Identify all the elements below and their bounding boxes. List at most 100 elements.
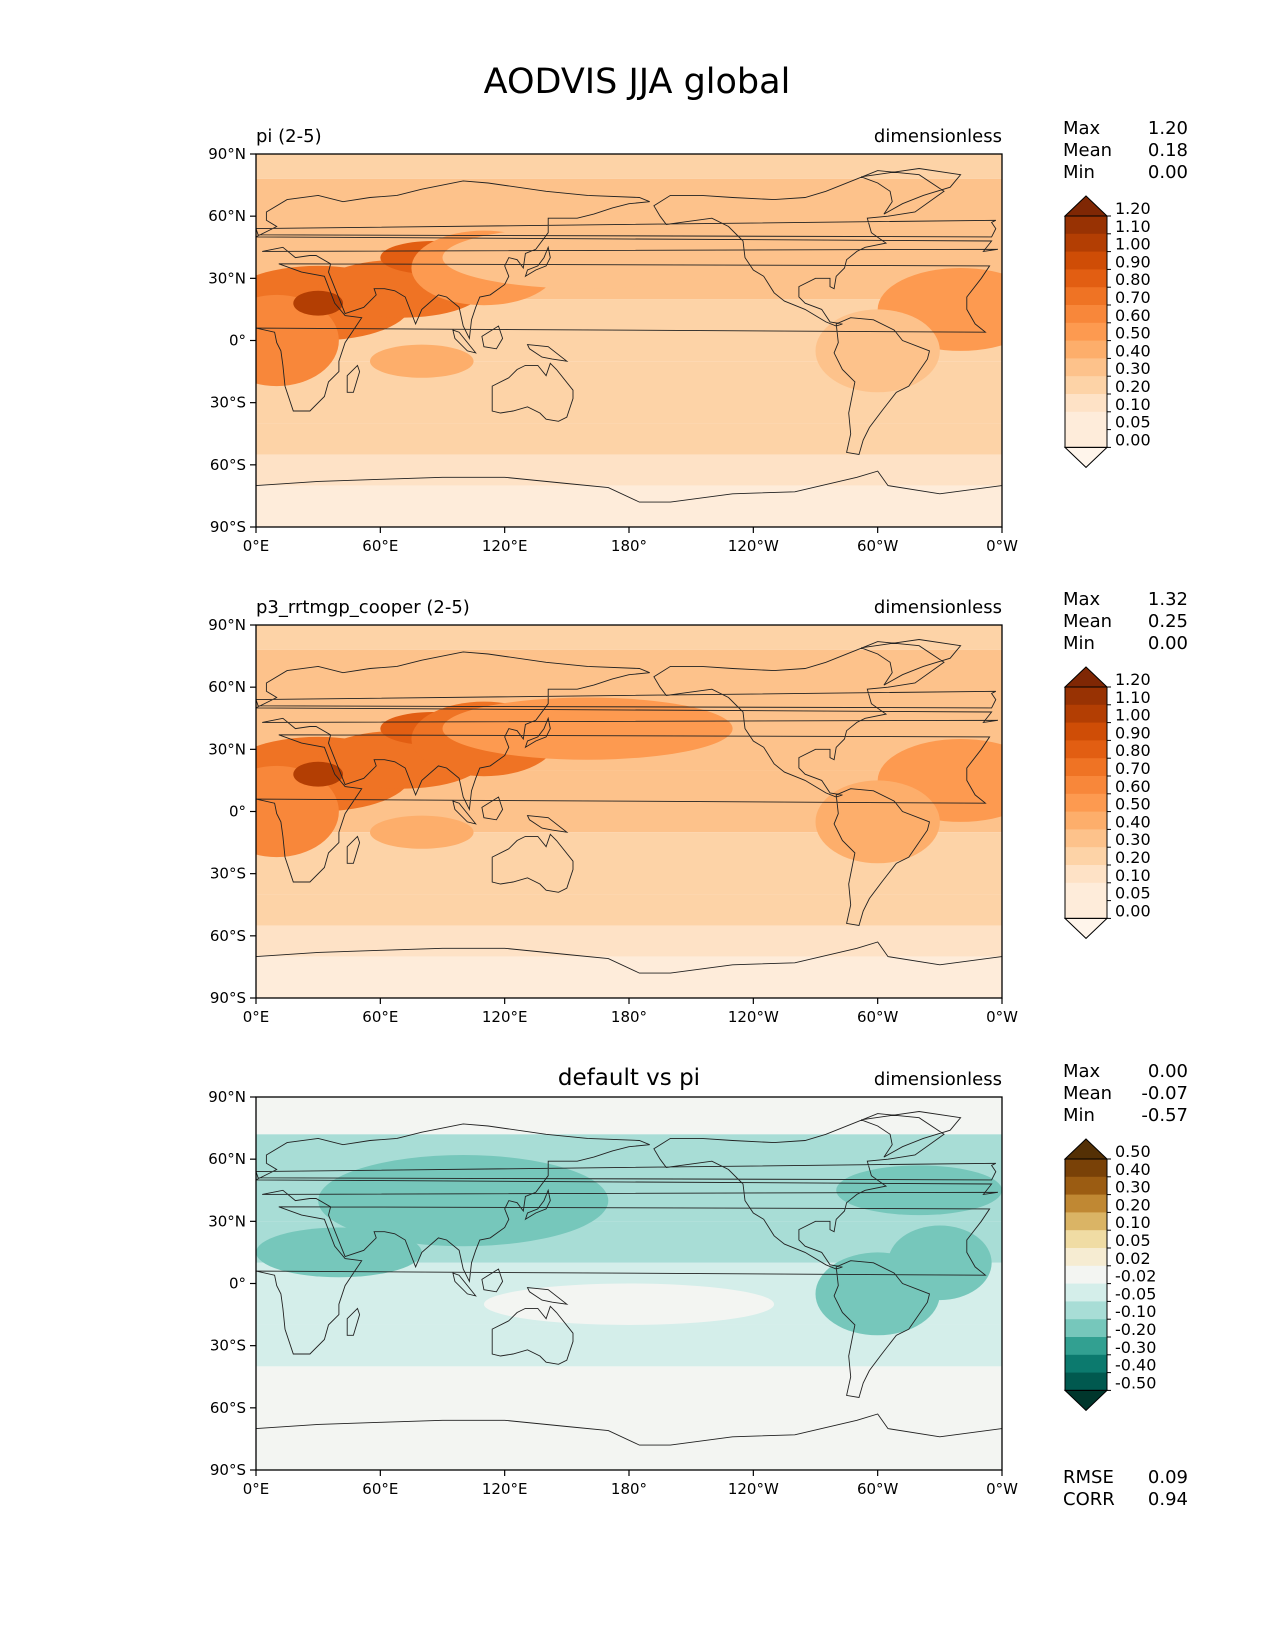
field-patch (256, 294, 339, 387)
colorbar-label: 0.30 (1115, 359, 1151, 378)
stat-label: Max (1063, 1061, 1101, 1082)
field-band (256, 485, 1002, 527)
y-tick-label: 60°S (210, 927, 246, 945)
y-tick-label: 60°S (210, 1399, 246, 1417)
field-patch (369, 344, 474, 378)
colorbar-label: 0.10 (1115, 395, 1151, 414)
field-patch (836, 1165, 1002, 1216)
colorbar-label: 1.00 (1115, 706, 1151, 725)
x-tick-label: 60°W (857, 1480, 899, 1498)
colorbar-frame (1064, 686, 1108, 919)
colorbar-label: 0.05 (1115, 884, 1151, 903)
colorbar-swatch (1065, 1372, 1107, 1391)
colorbar-extend-min (1063, 1389, 1109, 1412)
x-tick-label: 0°W (986, 1480, 1018, 1498)
y-tick-label: 60°N (208, 1150, 246, 1168)
stat-value: -0.07 (1141, 1083, 1188, 1104)
y-tick-label: 30°N (208, 269, 246, 287)
x-tick-label: 0°E (243, 1480, 270, 1498)
footer-stat-label: CORR (1063, 1489, 1115, 1510)
colorbar-label: 1.10 (1115, 217, 1151, 236)
y-tick-label: 90°S (210, 989, 246, 1007)
colorbar-swatch (1065, 865, 1107, 884)
colorbar-label: 0.30 (1115, 830, 1151, 849)
stat-value: 0.25 (1148, 611, 1188, 632)
x-tick-label: 180° (611, 537, 647, 555)
colorbar-swatch (1065, 1159, 1107, 1178)
field-patch (442, 226, 733, 289)
colorbar-label: 0.40 (1115, 1160, 1151, 1179)
stat-value: 0.00 (1148, 1061, 1188, 1082)
stat-label: Mean (1063, 140, 1112, 161)
colorbar-swatch (1065, 1248, 1107, 1267)
colorbar-swatch (1065, 793, 1107, 813)
y-tick-label: 90°N (208, 616, 246, 634)
colorbar-label: 1.20 (1115, 199, 1151, 218)
colorbar-label: 0.05 (1115, 413, 1151, 432)
colorbar-swatch (1065, 322, 1107, 342)
colorbar-label: 0.70 (1115, 759, 1151, 778)
colorbar-extend-min (1063, 446, 1109, 469)
map-panel-1: 0°E 60°E 120°E 180° 120°W 60°W 0°W 90°N 60°N 30°N… (208, 118, 1188, 555)
colorbar-swatch (1065, 216, 1107, 235)
x-tick-label: 120°W (728, 537, 779, 555)
colorbar-swatch (1065, 376, 1107, 395)
y-tick-label: 0° (229, 803, 246, 821)
field-patch (815, 780, 940, 864)
colorbar-label: 0.80 (1115, 270, 1151, 289)
stat-value: 1.20 (1148, 118, 1188, 139)
colorbar-extend-max (1063, 666, 1109, 688)
y-tick-label: 30°S (210, 394, 246, 412)
colorbar-swatch (1065, 269, 1107, 288)
colorbar-swatch (1065, 1212, 1107, 1231)
colorbar-extend-max (1063, 1138, 1109, 1160)
field-band (256, 423, 1002, 455)
colorbar-label: 0.50 (1115, 324, 1151, 343)
coastline (256, 168, 1002, 527)
colorbar-swatch (1065, 1337, 1107, 1356)
panel-units: dimensionless (874, 1069, 1002, 1090)
y-tick-label: 90°N (208, 1088, 246, 1106)
colorbar-swatch (1065, 358, 1107, 377)
field-patch (369, 815, 474, 849)
colorbar-label: 0.60 (1115, 777, 1151, 796)
x-tick-label: 60°E (362, 537, 398, 555)
field-patch (293, 761, 344, 787)
colorbar-swatch (1065, 758, 1107, 777)
colorbar-swatch (1065, 394, 1107, 413)
stat-label: Min (1063, 162, 1095, 183)
colorbar-label: 0.90 (1115, 252, 1151, 271)
coastline (256, 1111, 1002, 1470)
colorbar-swatch (1065, 1194, 1107, 1213)
colorbar-label: 0.80 (1115, 741, 1151, 760)
x-tick-label: 60°W (857, 537, 899, 555)
colorbar-swatch (1065, 722, 1107, 741)
panel-units: dimensionless (874, 597, 1002, 618)
panel-title-center: default vs pi (558, 1065, 700, 1091)
colorbar-swatch (1065, 251, 1107, 270)
field-band (256, 154, 1002, 179)
figure-title: AODVIS JJA global (484, 62, 791, 102)
colorbar-label: 0.30 (1115, 1178, 1151, 1197)
colorbar-label: 1.20 (1115, 670, 1151, 689)
colorbar-swatch (1065, 1176, 1107, 1196)
stat-value: 0.18 (1148, 140, 1188, 161)
x-tick-label: 60°E (362, 1480, 398, 1498)
colorbar-label: -0.05 (1115, 1284, 1156, 1303)
field-band (256, 1366, 1002, 1470)
field-patch (442, 697, 733, 760)
y-tick-label: 90°S (210, 518, 246, 536)
stat-label: Mean (1063, 611, 1112, 632)
colorbar-label: 0.20 (1115, 377, 1151, 396)
colorbar-extend-max (1063, 195, 1109, 217)
stat-label: Max (1063, 118, 1101, 139)
field-patch (293, 290, 344, 316)
colorbar-swatch (1065, 287, 1107, 306)
stat-label: Max (1063, 589, 1101, 610)
colorbar-swatch (1065, 429, 1107, 448)
x-tick-label: 120°E (482, 537, 528, 555)
footer-stat-value: 0.94 (1148, 1489, 1188, 1510)
colorbar-swatch (1065, 1283, 1107, 1302)
colorbar-swatch (1065, 1301, 1107, 1320)
colorbar-label: 0.10 (1115, 866, 1151, 885)
